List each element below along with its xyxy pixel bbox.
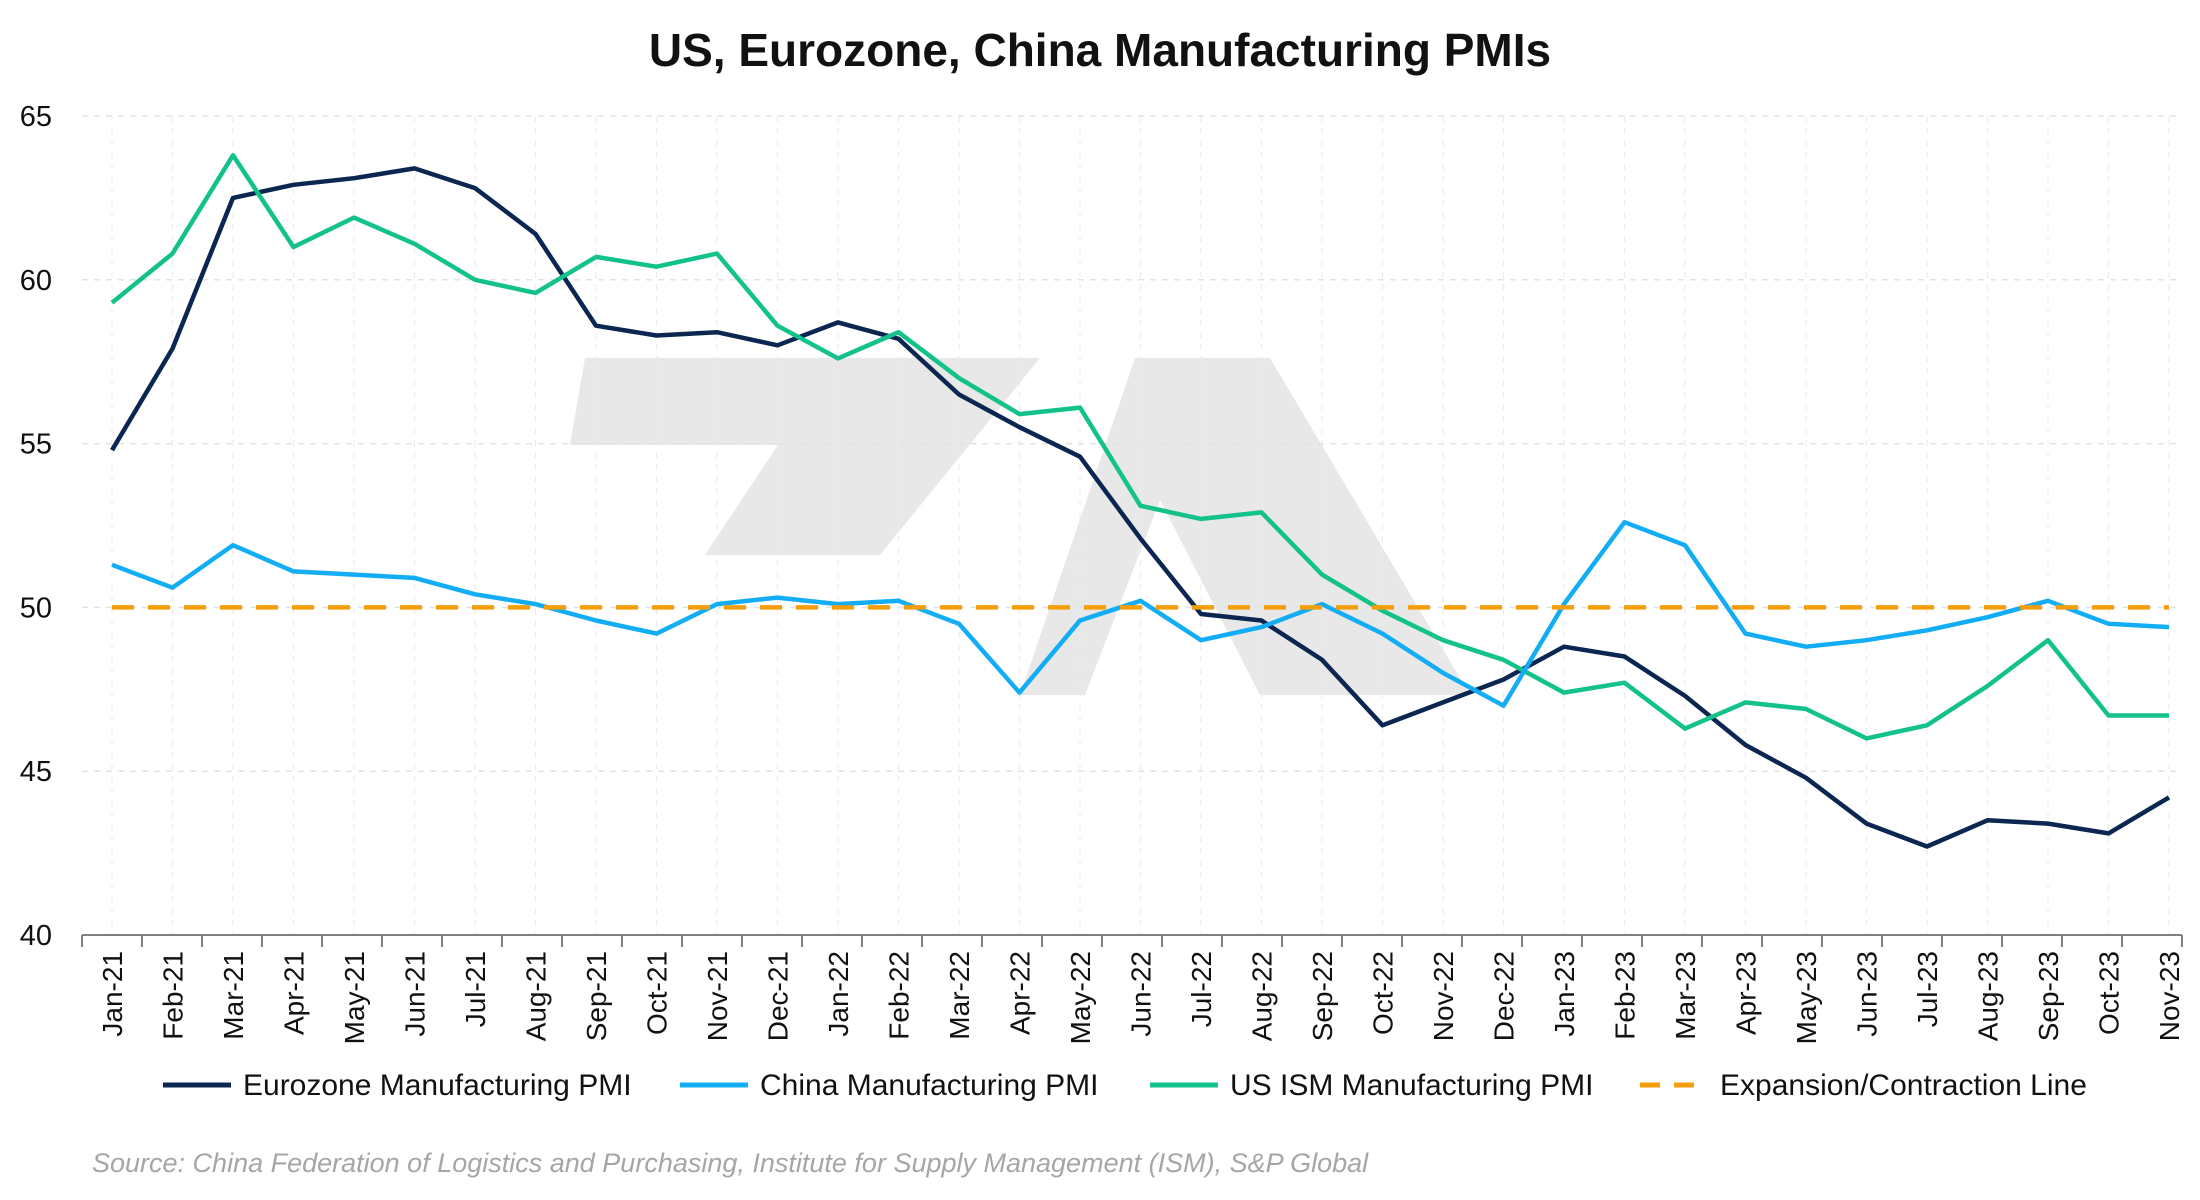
x-tick-label: Jul-23 [1912,951,1943,1027]
watermark-shape-right [1020,358,1470,695]
source-note: Source: China Federation of Logistics an… [92,1148,1369,1178]
legend-label: China Manufacturing PMI [760,1069,1099,1102]
x-tick-label: Nov-21 [702,951,733,1041]
x-tick-label: Aug-22 [1247,951,1278,1041]
axes: 40 45 50 55 60 65 Jan-21 Feb-21 Mar-21 Apr-21 May-… [20,101,2185,1044]
legend: Eurozone Manufacturing PMI China Manufact… [163,1069,2087,1102]
x-tick-label: Jul-21 [460,951,491,1027]
y-tick-label: 50 [20,592,52,624]
legend-label: US ISM Manufacturing PMI [1230,1069,1593,1102]
x-tick-label: Sep-21 [581,951,612,1041]
x-tick-label: Oct-21 [642,951,673,1035]
x-tick-label: Sep-23 [2033,951,2064,1041]
x-tick-label: Feb-21 [158,951,189,1040]
x-tick-label: Mar-22 [944,951,975,1040]
x-tick-label: Apr-22 [1005,951,1036,1035]
x-tick-label: Feb-23 [1610,951,1641,1040]
legend-label: Expansion/Contraction Line [1720,1069,2087,1102]
y-tick-label: 45 [20,756,52,788]
series-line-china-manufacturing-pmi [111,519,2170,708]
chart-title: US, Eurozone, China Manufacturing PMIs [649,24,1551,76]
x-tick-label: Jul-22 [1186,951,1217,1027]
y-tick-label: 40 [20,920,52,952]
y-tick-label: 65 [20,101,52,133]
x-tick-label: Jan-21 [97,951,128,1037]
x-tick-label: May-22 [1065,951,1096,1044]
x-tick-label: Aug-21 [521,951,552,1041]
grid-lines [82,115,2182,935]
x-tick-label: Mar-23 [1670,951,1701,1040]
x-tick-label: May-23 [1791,951,1822,1044]
x-tick-label: Dec-21 [763,951,794,1041]
x-tick-label: Dec-22 [1489,951,1520,1041]
watermark-shape-left [570,358,1040,555]
x-tick-label: Oct-22 [1368,951,1399,1035]
x-tick-label: Feb-22 [884,951,915,1040]
x-tick-label: May-21 [339,951,370,1044]
x-tick-label: Jun-23 [1852,951,1883,1037]
series-line-eurozone-manufacturing-pmi [110,166,2171,849]
x-tick-label: Aug-23 [1973,951,2004,1041]
legend-label: Eurozone Manufacturing PMI [243,1069,632,1102]
x-tick-label: Mar-21 [218,951,249,1040]
y-tick-label: 55 [20,429,52,461]
x-tick-label: Nov-23 [2154,951,2185,1041]
series-lines [110,153,2171,849]
x-tick-label: Nov-22 [1428,951,1459,1041]
x-tick-label: Jun-21 [400,951,431,1037]
x-tick-label: Sep-22 [1307,951,1338,1041]
x-tick-label: Oct-23 [2094,951,2125,1035]
x-tick-label: Jan-23 [1549,951,1580,1037]
x-tick-label: Apr-23 [1731,951,1762,1035]
x-tick-label: Jun-22 [1126,951,1157,1037]
watermark-logo [570,358,1470,695]
y-tick-label: 60 [20,265,52,297]
x-tick-label: Jan-22 [823,951,854,1037]
x-tick-label: Apr-21 [279,951,310,1035]
series-line-us-ism-manufacturing-pmi [110,153,2169,741]
